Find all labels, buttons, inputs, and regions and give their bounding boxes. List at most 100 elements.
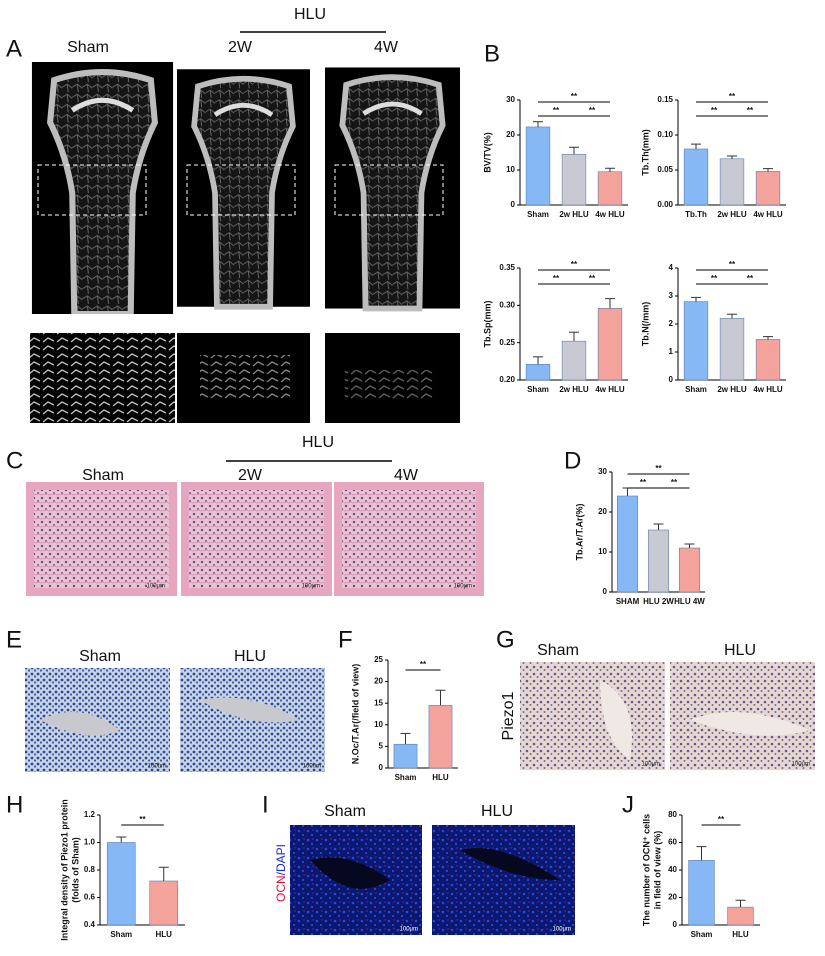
- y-tick-label: 15: [374, 698, 383, 707]
- y-tick-label: 3: [669, 291, 674, 300]
- significance-label: **: [711, 274, 718, 283]
- bar: [616, 495, 639, 593]
- panel-letter: G: [496, 626, 515, 653]
- scale-bar: 100um: [148, 764, 166, 770]
- microct-image: [177, 69, 310, 307]
- he-image: [334, 482, 484, 596]
- bar: [597, 308, 623, 381]
- scale-bar: 100um: [303, 764, 321, 770]
- bar: [647, 529, 670, 593]
- significance-label: **: [671, 478, 678, 487]
- x-tick-label: Sham: [110, 930, 132, 939]
- scale-bar: 100μm: [792, 762, 810, 768]
- bar: [149, 880, 179, 926]
- panel-a: A HLU Sham 2W 4W: [6, 6, 460, 423]
- bar: [688, 860, 715, 926]
- significance-label: **: [589, 274, 596, 283]
- bar-chart: 0.4 0.6 0.8 1.0 1.2 Integral density of Piezo…: [59, 799, 185, 941]
- y-axis-label: Integral density of Piezo1 protein: [59, 799, 69, 941]
- y-tick-label: 0.6: [84, 893, 96, 902]
- x-tick-label: Sham: [691, 930, 713, 939]
- x-tick-label: 4w HLU: [595, 210, 625, 219]
- significance-label: **: [571, 260, 578, 269]
- scale-bar: 100μm: [642, 762, 660, 768]
- roi-box: [186, 164, 296, 216]
- y-tick-label: 4: [669, 263, 674, 272]
- y-tick-label: 20: [668, 893, 677, 902]
- significance-label: **: [589, 106, 596, 115]
- y-tick-label: 1.2: [84, 810, 96, 819]
- ihc-image: [520, 662, 665, 770]
- panel-letter: D: [564, 447, 581, 474]
- y-tick-label: 2: [669, 319, 674, 328]
- bar-chart: 0 5 10 15 20 25 N.Oc/T.Ar(/field of view) Sham H…: [350, 655, 458, 782]
- column-label: Sham: [82, 467, 124, 484]
- bar-chart: 0.20 0.25 0.30 0.35 Tb.Sp(mm) Sham 2w HLU 4w HL…: [482, 260, 628, 394]
- y-tick-label: 0.20: [499, 375, 515, 384]
- y-tick-label: 10: [506, 165, 515, 174]
- bar-chart: 0.00 0.05 0.10 0.15 Tb.Th(mm) Tb.Th 2w HLU 4w H…: [640, 92, 786, 219]
- bar: [755, 171, 781, 206]
- x-tick-label: 2w HLU: [559, 210, 589, 219]
- column-label: HLU: [724, 642, 756, 659]
- panel-letter: H: [6, 791, 23, 818]
- column-label: Sham: [67, 39, 109, 56]
- microct-image: [32, 62, 173, 314]
- bar: [525, 126, 551, 206]
- column-label: 2W: [228, 39, 253, 56]
- y-tick-label: 1: [669, 347, 674, 356]
- bar: [678, 547, 701, 593]
- microct-image: [325, 67, 460, 308]
- y-tick-label: 0.4: [84, 920, 96, 929]
- y-tick-label: 0.10: [657, 130, 673, 139]
- y-axis-label: Tb.Ar/T.Ar(%): [574, 504, 584, 561]
- scale-bar: 100μm: [147, 584, 165, 590]
- y-tick-label: 0.30: [499, 300, 515, 309]
- significance-label: **: [711, 106, 718, 115]
- column-label: Sham: [324, 803, 366, 820]
- y-tick-label: 40: [668, 865, 677, 874]
- bar: [393, 743, 418, 769]
- row-label: Piezo1: [500, 691, 517, 740]
- bar-chart: 0 20 40 60 80 The number of OCN⁺ cells in fiel…: [641, 810, 760, 939]
- y-tick-label: 5: [379, 742, 384, 751]
- x-tick-label: HLU: [732, 930, 749, 939]
- y-tick-label: 0.15: [657, 95, 673, 104]
- y-tick-label: 0: [511, 200, 516, 209]
- reconstruction-image: [30, 333, 175, 423]
- x-tick-label: 4w HLU: [595, 385, 625, 394]
- y-axis-label: Tb.Sp(mm): [482, 301, 492, 348]
- he-image: [26, 482, 177, 596]
- reconstruction-detail: [200, 355, 290, 400]
- bar: [428, 705, 453, 769]
- panel-letter: J: [622, 791, 634, 818]
- column-label: Sham: [537, 642, 579, 659]
- y-tick-label: 0: [379, 763, 384, 772]
- x-tick-label: HLU 2W: [643, 597, 674, 606]
- panel-e: E Sham HLU 100um 100um: [6, 626, 325, 772]
- y-tick-label: 0: [673, 920, 678, 929]
- y-tick-label: 10: [598, 547, 607, 556]
- y-tick-label: 10: [374, 720, 383, 729]
- panel-letter: A: [6, 35, 22, 62]
- bar: [719, 318, 745, 381]
- group-label: HLU: [302, 434, 334, 451]
- marrow-space: [310, 848, 560, 889]
- x-tick-label: 4w HLU: [753, 210, 783, 219]
- column-label: 4W: [394, 467, 419, 484]
- significance-label: **: [420, 660, 427, 669]
- bar-chart: 0 10 20 30 Tb.Ar/T.Ar(%) SHAM HLU 2W HLU 4W ** **…: [574, 464, 705, 606]
- significance-label: **: [729, 260, 736, 269]
- marrow-space: [600, 680, 810, 760]
- bar: [755, 339, 781, 381]
- x-tick-label: Sham: [527, 210, 549, 219]
- y-tick-label: 20: [598, 507, 607, 516]
- panel-letter: F: [338, 626, 353, 653]
- y-tick-label: 1.0: [84, 838, 96, 847]
- panel-c: C HLU Sham 2W 4W 100μm 100μm 100μm: [6, 434, 484, 596]
- y-tick-label: 25: [374, 655, 383, 664]
- y-tick-label: 60: [668, 838, 677, 847]
- y-axis-label: BV/TV(%): [482, 132, 492, 173]
- panel-letter: I: [262, 791, 269, 818]
